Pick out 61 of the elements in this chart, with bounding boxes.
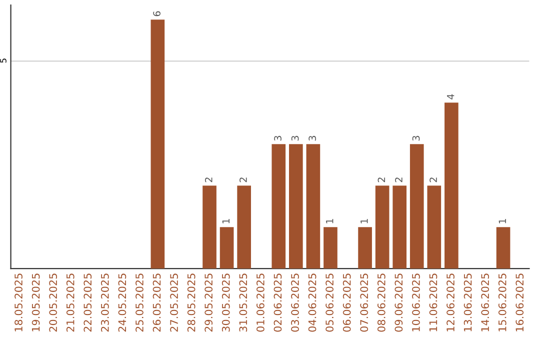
x-tick-label: 18.05.2025 [14,274,22,332]
data-label: 3 [308,136,316,141]
x-tick-label: 04.06.2025 [308,274,316,332]
x-tick-label: 12.06.2025 [446,274,454,332]
data-label: 1 [498,219,506,224]
data-label: 1 [326,219,334,224]
x-tick-label: 31.05.2025 [239,274,248,332]
data-label: 2 [395,178,402,182]
bar [150,20,165,269]
x-tick-label: 25.05.2025 [136,274,144,332]
x-tick-label: 05.06.2025 [326,274,334,332]
bar [289,144,303,269]
data-label: 3 [274,136,282,141]
x-tick-label: 11.06.2025 [429,274,438,332]
x-tick-label: 14.06.2025 [481,274,490,332]
x-tick-label: 09.06.2025 [394,274,403,332]
data-label: 2 [430,178,437,182]
bar [272,144,286,269]
x-tick-label: 20.05.2025 [49,274,58,332]
bar [220,227,234,269]
data-label: 3 [412,136,420,141]
x-tick-label: 26.05.2025 [152,274,161,332]
bar [427,186,442,269]
x-tick-label: 08.06.2025 [377,274,386,332]
x-tick-label: 15.06.2025 [498,274,506,332]
data-label: 1 [222,219,230,224]
data-label: 2 [204,178,212,182]
data-label: 6 [153,11,160,16]
x-tick-label: 24.05.2025 [118,274,126,332]
bar [496,227,510,269]
x-tick-label: 02.06.2025 [274,274,282,332]
x-tick-label: 27.05.2025 [170,274,178,332]
x-tick-label: 13.06.2025 [464,274,472,332]
bar [358,227,372,269]
x-tick-label: 01.06.2025 [256,274,264,332]
data-label: 4 [447,94,454,100]
x-tick-label: 10.06.2025 [412,274,420,332]
data-label: 3 [291,136,299,141]
x-tick-label: 28.05.2025 [187,274,196,332]
x-tick-label: 30.05.2025 [222,274,230,332]
x-tick-label: 23.05.2025 [100,274,109,332]
bar [375,186,390,269]
data-label: 2 [378,178,386,182]
x-tick-label: 06.06.2025 [342,274,351,332]
x-tick-label: 03.06.2025 [291,274,299,332]
y-tick-label: 5 [0,58,6,63]
bar [444,102,458,269]
bar [306,144,320,269]
x-tick-label: 22.05.2025 [84,274,92,332]
x-tick-label: 19.05.2025 [32,274,40,332]
x-tick-label: 16.06.2025 [516,274,524,332]
bar [324,227,338,269]
bar [410,144,424,269]
data-label: 1 [360,219,368,224]
bar [202,186,216,269]
bar [237,186,251,269]
data-label: 2 [240,178,247,182]
bar [392,186,407,269]
x-tick-label: 07.06.2025 [360,274,368,332]
x-tick-label: 21.05.2025 [66,274,74,332]
x-tick-label: 29.05.2025 [204,274,213,332]
